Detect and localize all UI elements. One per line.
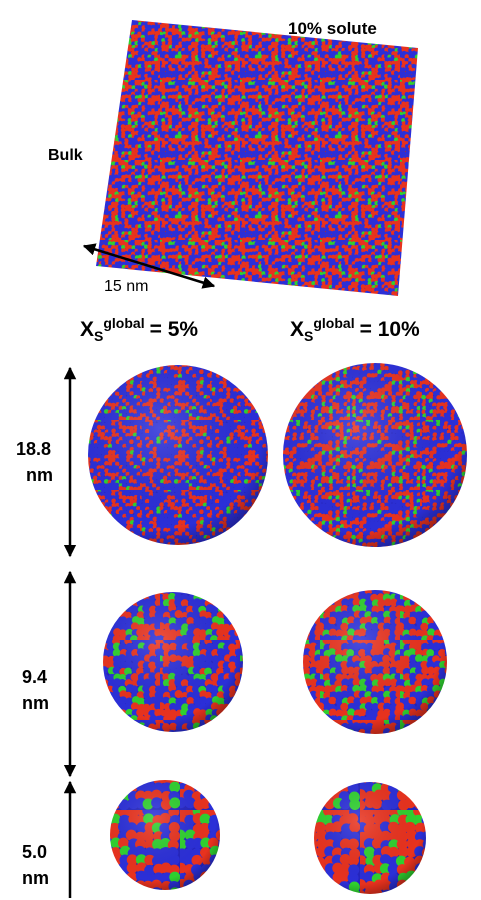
- figure: 10% solute Bulk 15 nm XSglobal= 5%XSglob…: [0, 0, 481, 900]
- bulk-label: Bulk: [48, 147, 83, 164]
- value: = 5%: [150, 318, 199, 341]
- value: = 10%: [360, 318, 420, 341]
- renders: [88, 20, 467, 894]
- cluster-shade: [103, 592, 243, 732]
- column-header: XSglobal = 5%: [80, 315, 198, 344]
- cluster-shade: [314, 782, 426, 894]
- cluster-shade: [303, 590, 447, 734]
- title: 10% solute: [288, 19, 377, 38]
- subscript: S: [94, 328, 103, 344]
- superscript: global: [103, 315, 144, 331]
- size-unit: nm: [22, 868, 49, 888]
- cluster-shade: [110, 780, 220, 890]
- size-value: 9.4: [22, 667, 47, 687]
- size-unit: nm: [26, 465, 53, 485]
- bulk-box: [96, 20, 418, 296]
- cluster-shade: [283, 363, 467, 547]
- size-unit: nm: [22, 693, 49, 713]
- column-header: XSglobal = 10%: [290, 315, 420, 344]
- size-value: 5.0: [22, 842, 47, 862]
- symbol: X: [80, 318, 94, 341]
- row-labels: 18.8 nm 9.4 nm 5.0 nm: [16, 368, 70, 898]
- superscript: global: [313, 315, 354, 331]
- cluster-shade: [88, 365, 268, 545]
- column-headers: XSglobal= 5%XSglobal= 10%: [80, 315, 420, 344]
- symbol: X: [290, 318, 304, 341]
- size-value: 18.8: [16, 439, 51, 459]
- scale-label: 15 nm: [104, 278, 148, 295]
- subscript: S: [304, 328, 313, 344]
